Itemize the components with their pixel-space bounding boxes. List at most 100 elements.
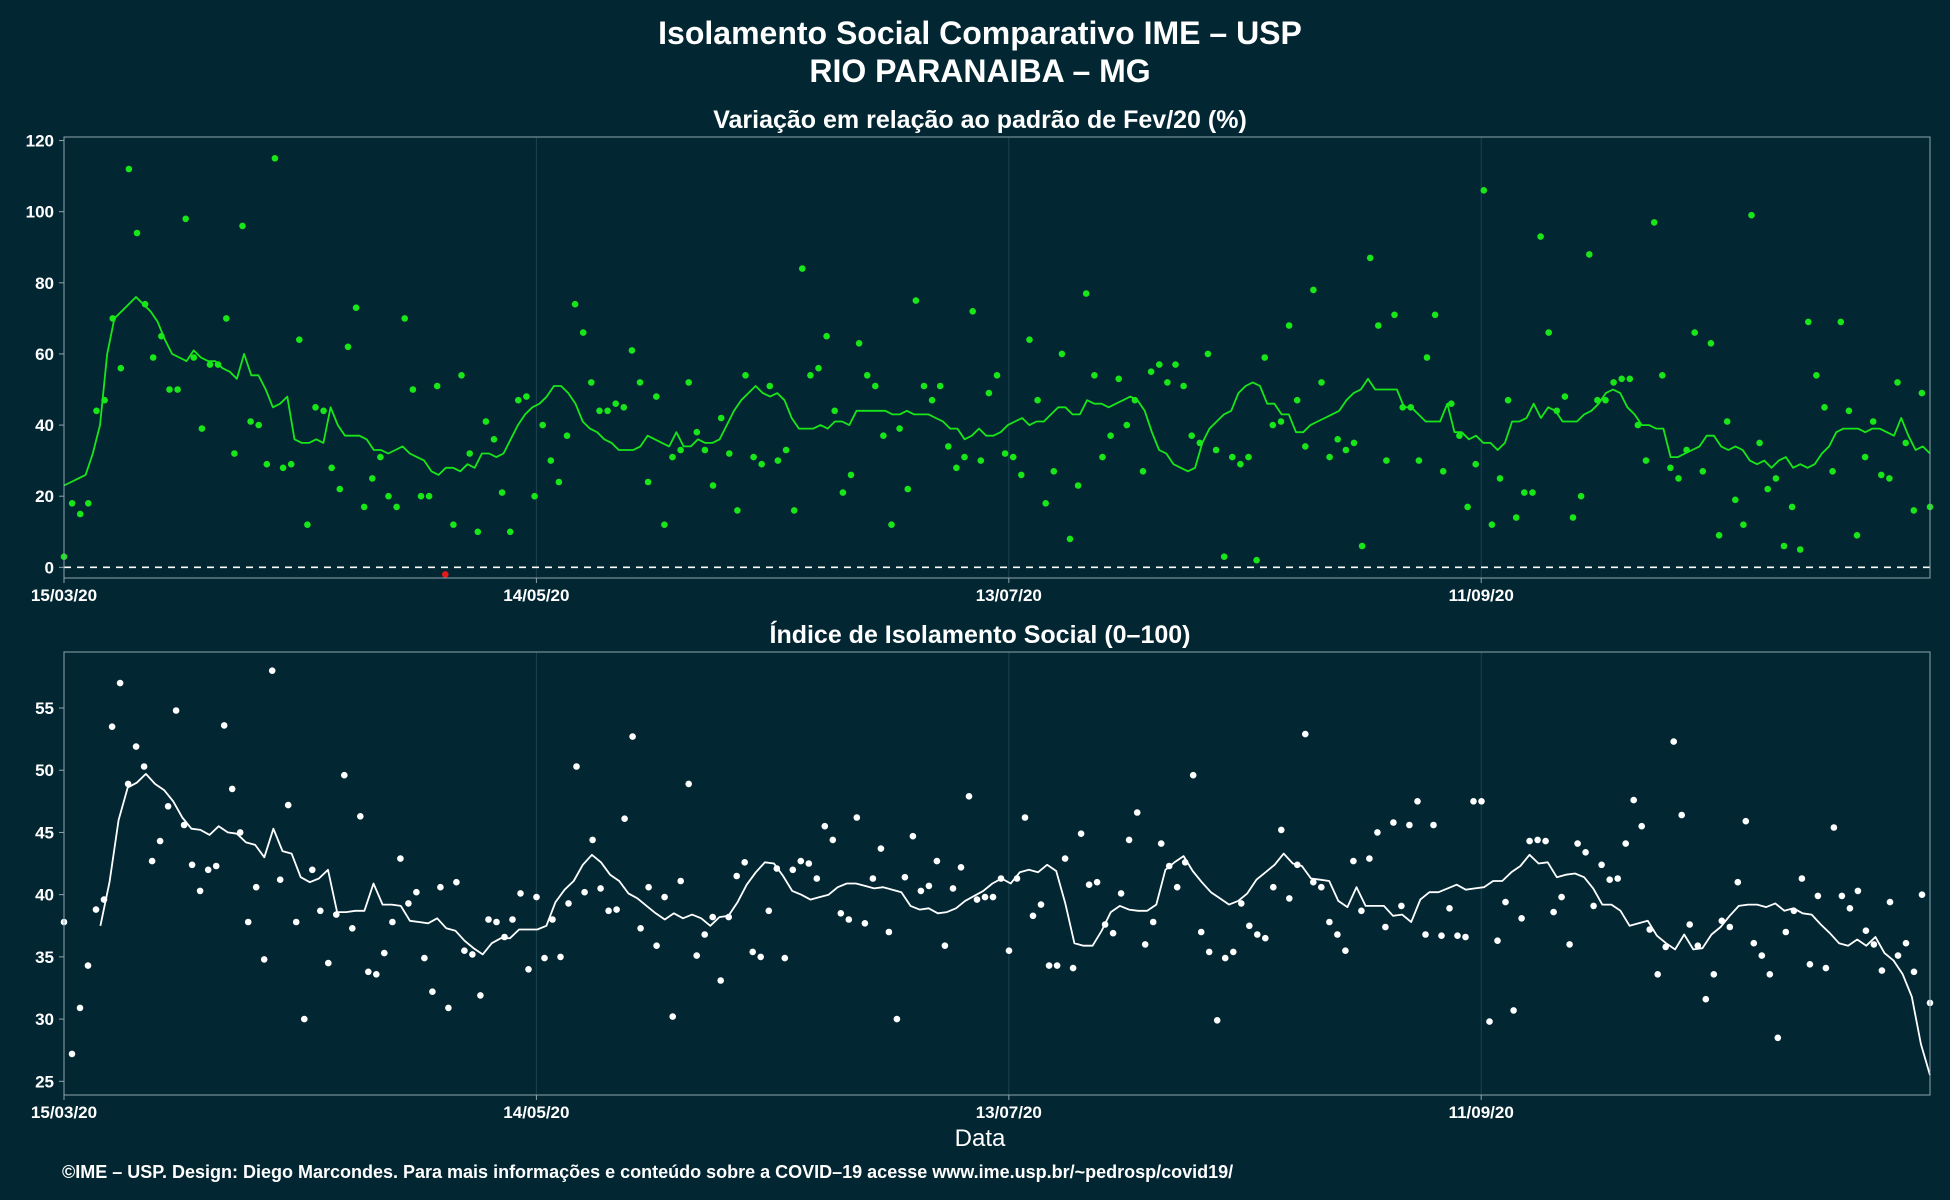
data-point [437, 883, 444, 891]
y-tick-label: 40 [35, 416, 54, 435]
data-point [1326, 453, 1333, 461]
data-point [1164, 379, 1171, 386]
data-point [260, 956, 268, 963]
data-point [807, 372, 814, 379]
data-point [1526, 837, 1533, 845]
data-point [1496, 475, 1504, 482]
data-point [1574, 840, 1581, 847]
data-point [1638, 822, 1645, 830]
data-point [461, 947, 468, 954]
data-point [896, 425, 903, 432]
data-point [1123, 421, 1131, 429]
data-point [320, 407, 327, 415]
data-point [829, 836, 837, 844]
data-point [1878, 967, 1886, 974]
data-point [85, 500, 92, 507]
data-point [132, 743, 140, 750]
data-point [164, 803, 172, 810]
data-point [166, 386, 173, 393]
data-point [172, 707, 180, 714]
panel-index-y-axis: 25 30 35 40 45 50 55 [35, 699, 64, 1091]
data-point [1050, 468, 1058, 475]
data-point [1470, 798, 1477, 805]
data-point [1099, 453, 1106, 461]
data-point [328, 464, 336, 472]
data-point [677, 446, 684, 454]
data-point [1462, 933, 1469, 941]
data-point [1878, 471, 1885, 479]
data-point [726, 450, 733, 457]
data-point [1902, 939, 1910, 947]
data-point [296, 336, 303, 344]
data-point [271, 155, 279, 162]
data-point [1278, 826, 1285, 834]
data-point [1026, 336, 1033, 344]
data-point [231, 450, 238, 457]
data-point [344, 343, 352, 351]
data-point [917, 887, 925, 895]
data-point [1726, 923, 1734, 931]
data-point [1172, 361, 1179, 368]
data-point [1414, 798, 1421, 805]
data-point [1189, 771, 1197, 779]
data-point [1598, 861, 1605, 869]
data-point [1748, 211, 1755, 219]
data-point [945, 443, 952, 450]
data-point [969, 308, 976, 315]
data-point [1478, 798, 1485, 805]
data-point [669, 1013, 676, 1020]
data-point [928, 396, 936, 404]
data-point [450, 521, 457, 528]
data-point [498, 489, 506, 496]
data-point [1602, 396, 1609, 404]
data-point [515, 396, 522, 404]
panel-variation-frame [63, 136, 1931, 579]
data-point [317, 907, 324, 915]
data-point [1147, 368, 1155, 376]
x-axis-label: Data [955, 1125, 1006, 1152]
panel-index-series [60, 667, 1934, 1076]
data-point [1558, 893, 1565, 901]
data-point [433, 382, 441, 390]
data-point [571, 300, 579, 308]
data-point [563, 432, 571, 440]
data-point [304, 521, 311, 528]
data-point [1358, 542, 1366, 550]
data-point [581, 888, 588, 896]
data-point [1846, 905, 1854, 912]
data-point [1285, 322, 1293, 329]
data-point [149, 354, 157, 361]
data-point [501, 933, 508, 941]
data-point [1662, 943, 1669, 951]
data-point [1494, 937, 1501, 944]
data-point [1269, 421, 1277, 429]
data-point [1254, 931, 1261, 938]
data-point [1066, 535, 1074, 543]
data-point [1318, 883, 1325, 891]
data-point [855, 340, 863, 347]
data-point [885, 928, 893, 936]
data-point [604, 407, 611, 415]
data-point [279, 464, 287, 472]
data-point [255, 421, 262, 429]
data-point [1742, 817, 1750, 825]
data-point [1715, 532, 1723, 539]
data-point [1796, 546, 1804, 553]
data-point [1518, 915, 1525, 922]
data-point [981, 893, 989, 901]
data-point [1107, 432, 1114, 440]
data-point [888, 521, 895, 528]
data-point [1197, 928, 1205, 936]
data-point [68, 1050, 76, 1058]
data-point [373, 971, 380, 978]
data-point [749, 948, 756, 956]
data-point [1310, 286, 1317, 294]
negative-data-point [442, 571, 449, 578]
data-point [1918, 389, 1926, 397]
data-point [1229, 453, 1236, 461]
data-point [1862, 927, 1870, 934]
data-point [741, 859, 748, 866]
panel-variation-grid [535, 137, 1482, 578]
y-tick-label: 55 [35, 699, 54, 718]
